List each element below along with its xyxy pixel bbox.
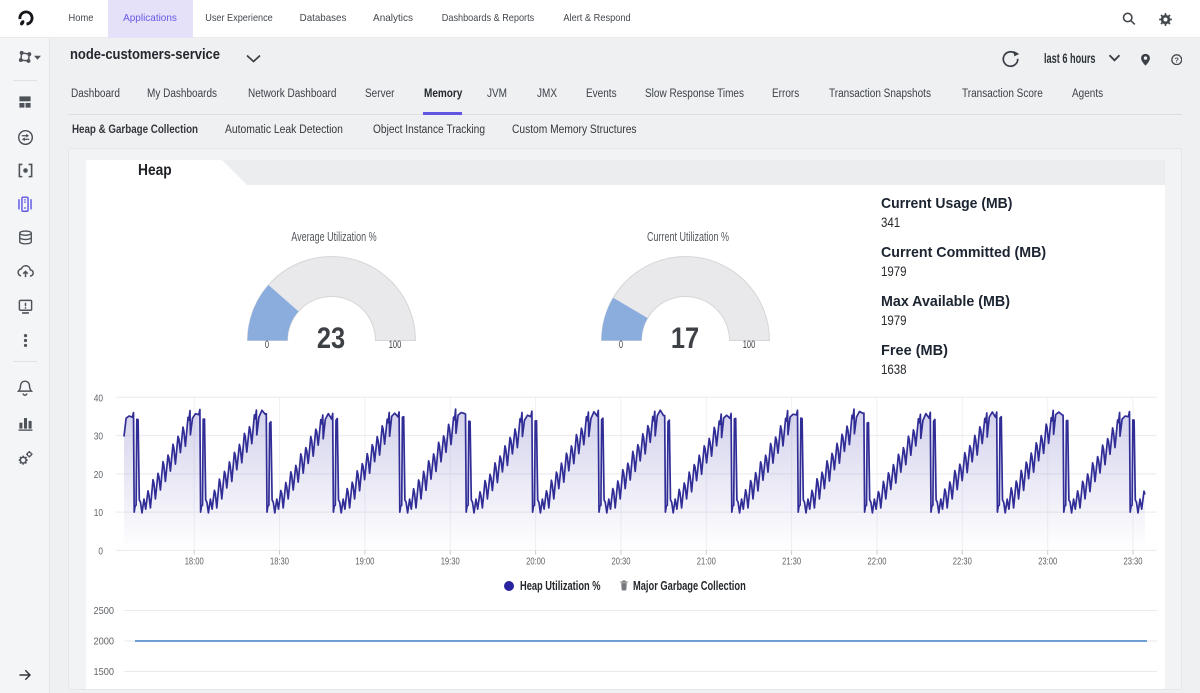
- svg-text:?: ?: [1174, 55, 1179, 64]
